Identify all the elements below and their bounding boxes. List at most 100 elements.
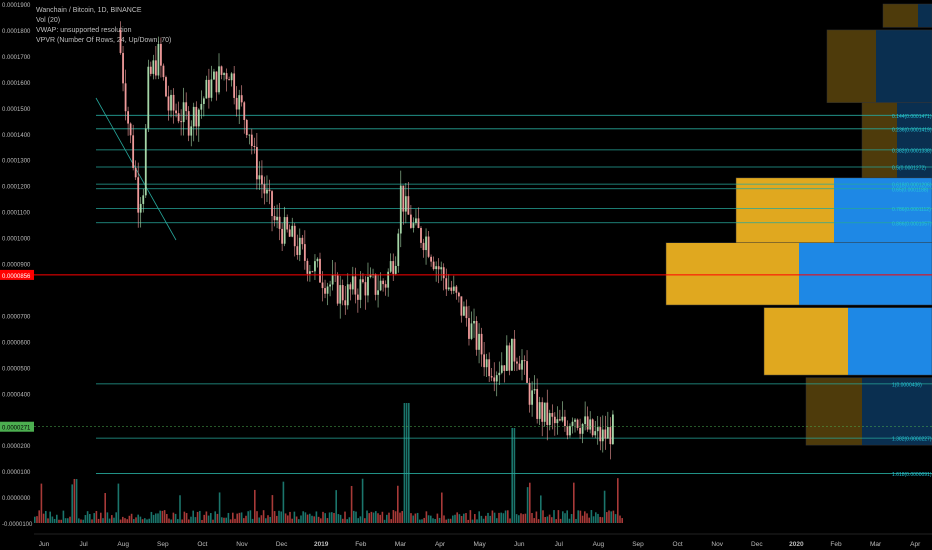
volume-bar bbox=[155, 513, 157, 523]
volume-bar bbox=[522, 514, 524, 523]
candle-body bbox=[596, 427, 599, 432]
volume-bar bbox=[562, 511, 564, 523]
candle-body bbox=[422, 242, 425, 251]
candle-body bbox=[303, 244, 306, 261]
volume-bar bbox=[150, 511, 153, 523]
candle-body bbox=[377, 290, 379, 295]
vpvr-up-bar bbox=[876, 29, 932, 103]
volume-bar bbox=[304, 512, 307, 523]
volume-bar bbox=[456, 512, 458, 523]
candle-body bbox=[586, 416, 589, 430]
volume-bar bbox=[64, 518, 67, 523]
candle-body bbox=[331, 274, 334, 285]
volume-bar bbox=[513, 428, 516, 523]
candle-body bbox=[505, 345, 508, 371]
volume-bar bbox=[599, 516, 601, 523]
candle-body bbox=[591, 419, 594, 436]
vpvr-row-outline bbox=[882, 3, 932, 28]
x-tick-label: Sep bbox=[157, 541, 169, 548]
volume-bar bbox=[293, 511, 296, 523]
candle-body bbox=[197, 109, 200, 127]
volume-bar bbox=[262, 510, 265, 523]
fib-label: 0.236(0.0001419) bbox=[892, 127, 932, 133]
candle-body bbox=[220, 66, 223, 75]
volume-bar bbox=[194, 517, 197, 523]
candle-body bbox=[399, 185, 402, 234]
legend-volume: Vol (20) bbox=[36, 17, 61, 24]
vpvr-row-outline bbox=[665, 242, 932, 306]
fib-label: 1.382(0.0000227) bbox=[892, 437, 932, 443]
volume-bar bbox=[414, 513, 417, 523]
volume-bar bbox=[159, 510, 161, 523]
y-tick-label: 0.0000900 bbox=[2, 263, 31, 269]
candle-body bbox=[228, 79, 230, 81]
candle-body bbox=[218, 66, 220, 93]
volume-bar bbox=[375, 511, 377, 523]
volume-bar bbox=[438, 517, 441, 523]
candle-body bbox=[498, 372, 501, 376]
volume-bar bbox=[335, 490, 337, 523]
volume-bar bbox=[566, 510, 568, 523]
volume-bar bbox=[386, 514, 388, 523]
volume-bar bbox=[405, 403, 408, 523]
candle-body bbox=[349, 284, 352, 290]
candle-body bbox=[538, 402, 541, 419]
candle-body bbox=[382, 280, 385, 285]
candle-body bbox=[427, 236, 430, 257]
candle-body bbox=[546, 402, 549, 425]
volume-bar bbox=[289, 511, 291, 523]
candle-body bbox=[152, 60, 155, 74]
volume-bar bbox=[372, 512, 375, 523]
candle-body bbox=[248, 134, 251, 136]
candle-body bbox=[182, 102, 185, 123]
candle-body bbox=[384, 284, 387, 288]
volume-bar bbox=[344, 511, 346, 523]
vpvr-down-bar bbox=[666, 242, 799, 306]
vpvr-up-bar bbox=[799, 242, 932, 306]
candle-body bbox=[584, 416, 587, 425]
candle-body bbox=[266, 189, 268, 194]
volume-bar bbox=[247, 511, 249, 523]
candle-body bbox=[495, 375, 498, 382]
volume-bar bbox=[524, 513, 527, 523]
volume-bar bbox=[480, 515, 483, 523]
candle-body bbox=[326, 286, 329, 294]
candle-body bbox=[129, 123, 132, 136]
candle-body bbox=[230, 73, 233, 81]
volume-bar bbox=[601, 517, 604, 523]
volume-bar bbox=[496, 518, 498, 523]
volume-bar bbox=[586, 513, 588, 523]
vpvr-down-bar bbox=[764, 307, 848, 376]
chart-legend: Wanchain / Bitcoin, 1D, BINANCE Vol (20)… bbox=[36, 6, 171, 46]
candle-body bbox=[336, 275, 339, 304]
volume-bar bbox=[60, 519, 62, 523]
volume-bar bbox=[313, 516, 315, 523]
candle-body bbox=[604, 429, 607, 439]
volume-bar bbox=[551, 517, 553, 523]
volume-bar bbox=[73, 478, 76, 523]
volume-bar bbox=[504, 510, 507, 523]
volume-bar bbox=[190, 516, 192, 523]
candle-body bbox=[387, 271, 390, 288]
candle-body bbox=[553, 416, 556, 424]
volume-bar bbox=[49, 511, 51, 523]
candle-body bbox=[124, 83, 127, 112]
volume-bar bbox=[557, 510, 560, 523]
candle-body bbox=[238, 95, 241, 110]
volume-bar bbox=[542, 510, 544, 523]
volume-bar bbox=[89, 514, 91, 523]
candle-body bbox=[420, 228, 422, 243]
candle-body bbox=[160, 43, 162, 66]
candle-body bbox=[526, 361, 528, 383]
x-tick-label: Oct bbox=[197, 541, 207, 548]
y-tick-label: 0.0001000 bbox=[2, 237, 31, 243]
volume-bar bbox=[348, 517, 351, 523]
volume-bar bbox=[324, 513, 326, 523]
volume-bar bbox=[339, 514, 342, 523]
candle-body bbox=[367, 277, 369, 296]
volume-bar bbox=[298, 519, 300, 523]
candle-body bbox=[154, 60, 157, 76]
volume-bar bbox=[320, 518, 322, 523]
volume-bar bbox=[174, 513, 177, 523]
